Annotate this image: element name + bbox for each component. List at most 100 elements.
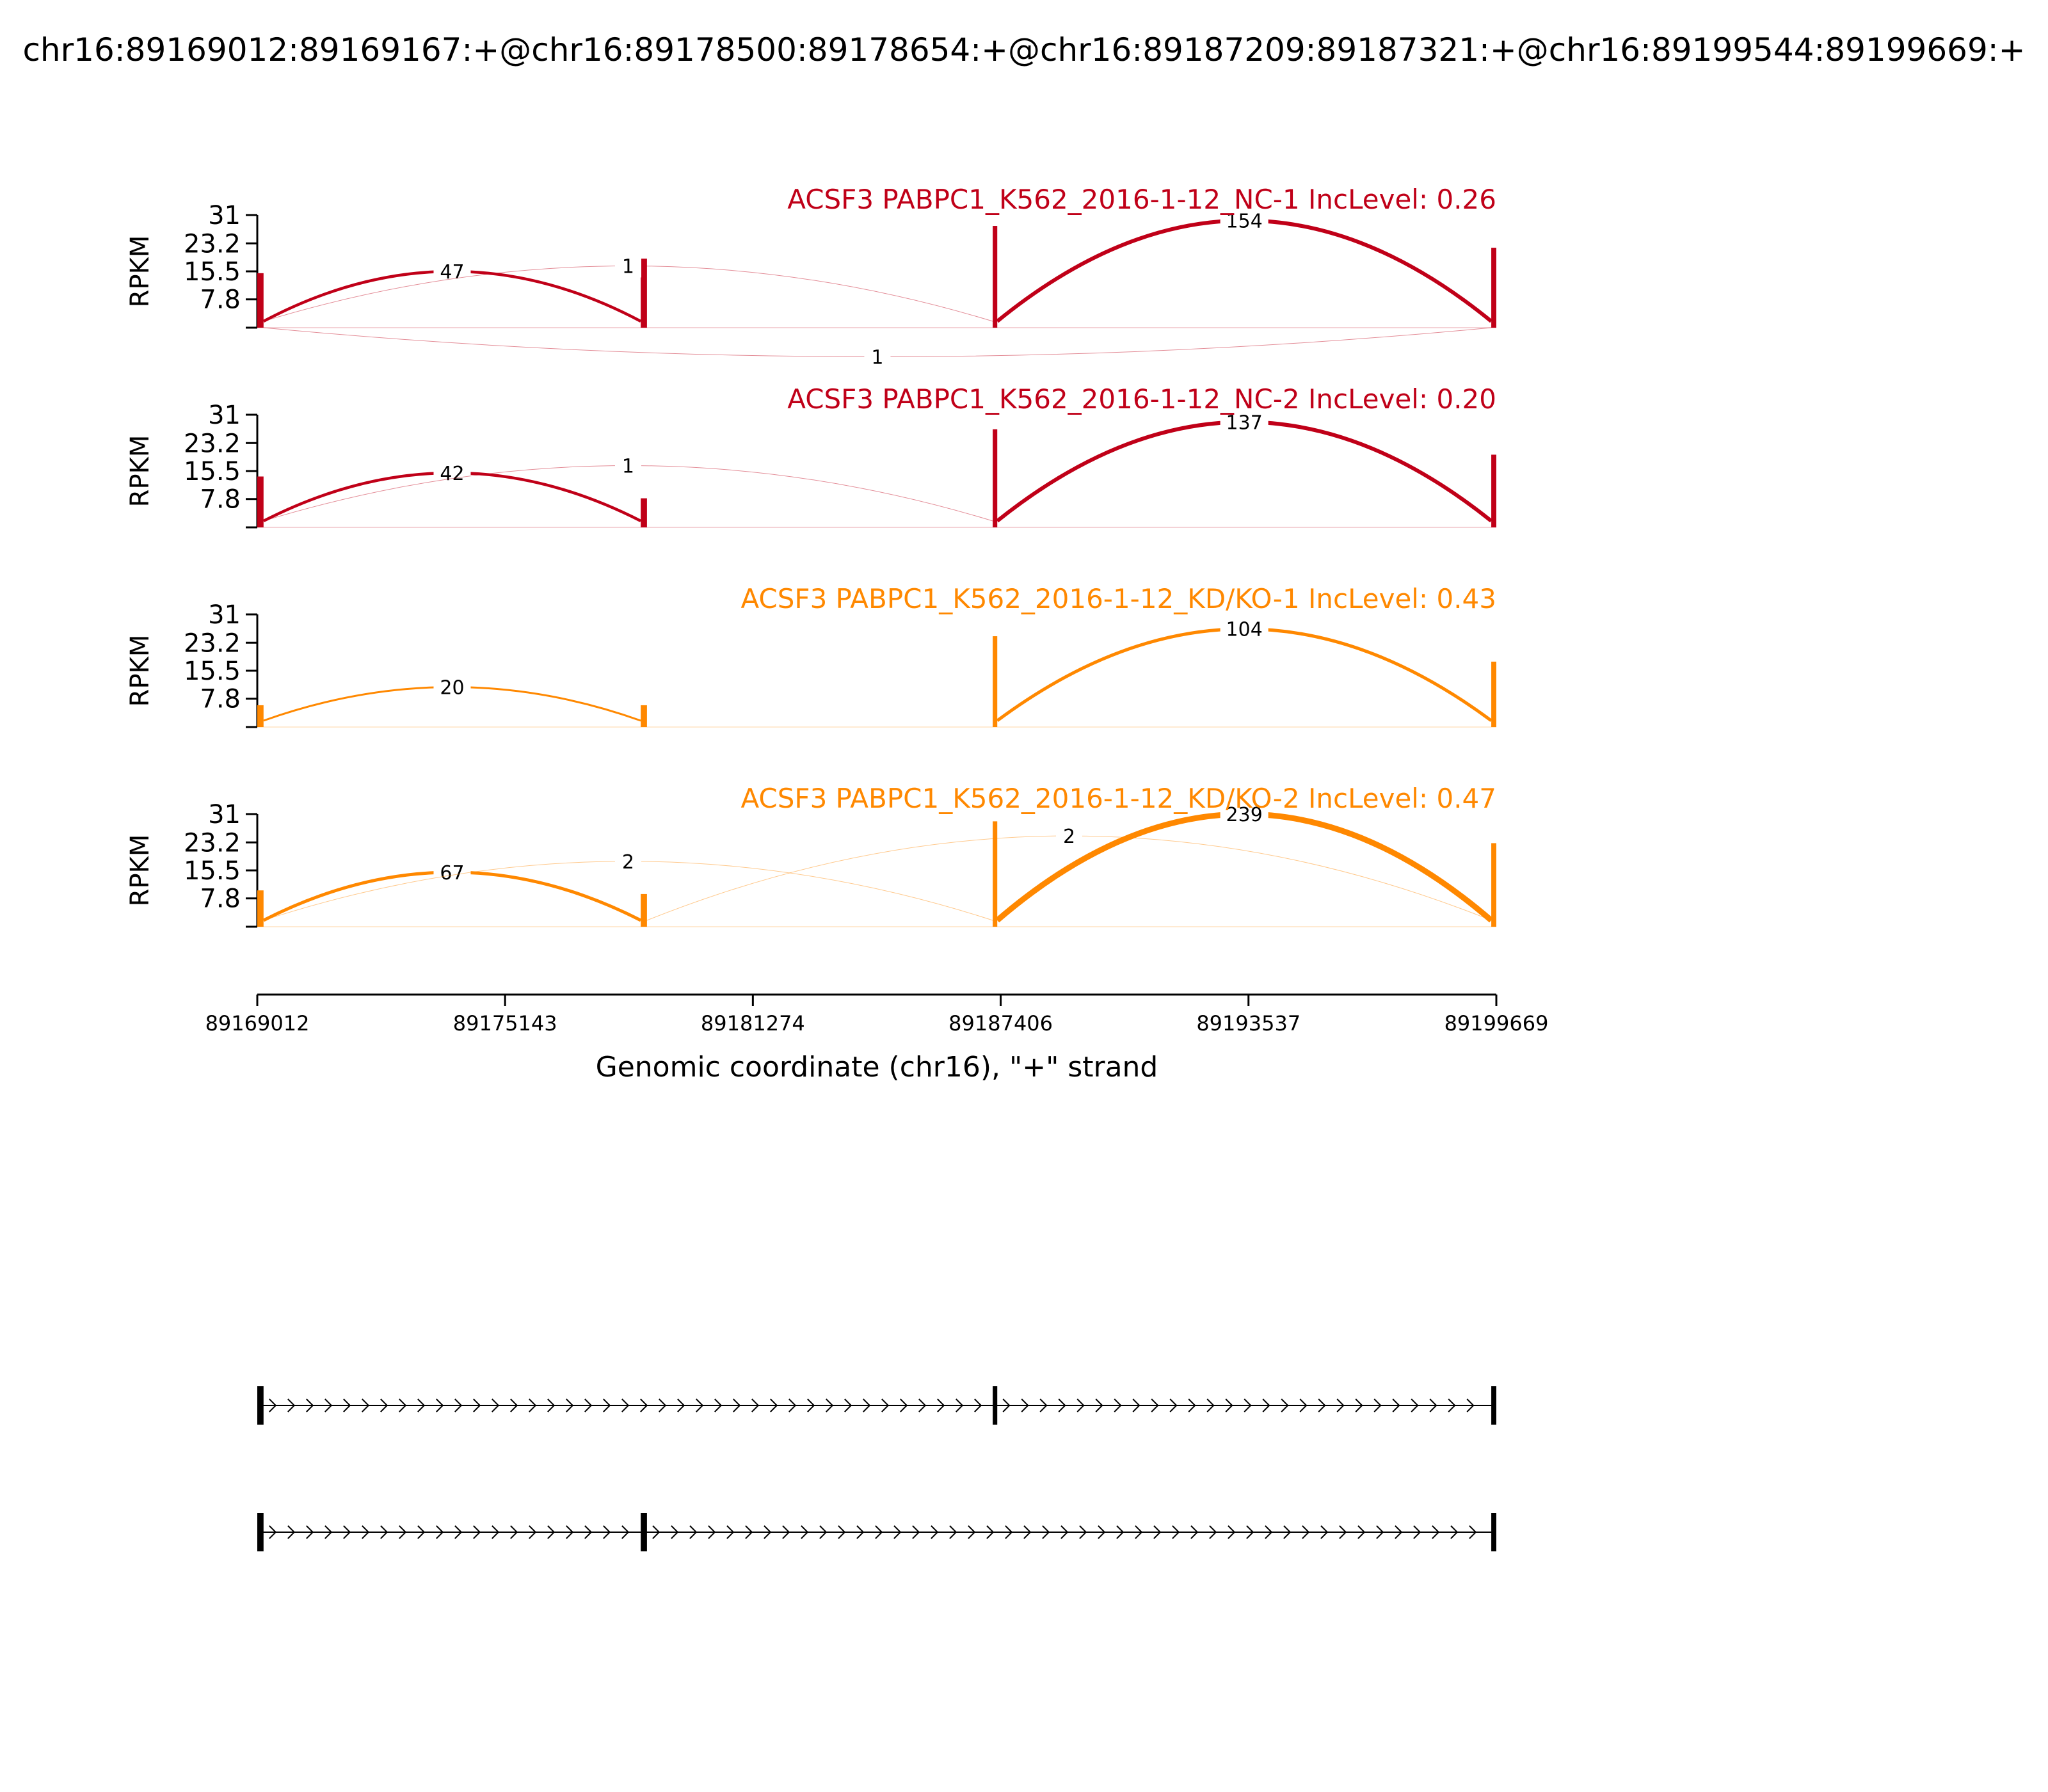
y-tick-label: 7.8 — [200, 285, 241, 315]
sample-title: ACSF3 PABPC1_K562_2016-1-12_NC-1 IncLeve… — [787, 184, 1496, 215]
strand-arrow — [566, 1398, 574, 1412]
strand-arrow — [1299, 1398, 1308, 1412]
strand-arrow — [863, 1398, 871, 1412]
strand-arrow — [764, 1525, 772, 1539]
exon-block — [1491, 1386, 1496, 1425]
strand-arrow — [733, 1398, 741, 1412]
strand-arrow — [1357, 1525, 1366, 1539]
strand-arrow — [492, 1525, 500, 1539]
strand-arrow — [380, 1525, 388, 1539]
strand-arrow — [659, 1398, 667, 1412]
exon-coverage — [641, 498, 647, 527]
exon-coverage — [257, 273, 264, 328]
strand-arrow — [788, 1398, 797, 1412]
exon-block — [257, 1513, 264, 1551]
x-axis-label: Genomic coordinate (chr16), "+" strand — [596, 1051, 1158, 1084]
strand-arrow — [974, 1398, 982, 1412]
strand-arrow — [1246, 1525, 1254, 1539]
junction-label-bg — [614, 254, 641, 278]
exon-coverage — [1491, 661, 1496, 727]
strand-arrow — [1116, 1525, 1124, 1539]
strand-arrow — [1151, 1398, 1159, 1412]
junction-count-label: 2 — [622, 851, 634, 874]
junction-arc — [996, 420, 1492, 523]
strand-arrow — [269, 1525, 277, 1539]
strand-arrow — [1132, 1398, 1140, 1412]
strand-arrow — [603, 1525, 611, 1539]
strand-arrow — [1190, 1525, 1199, 1539]
strand-arrow — [1373, 1398, 1382, 1412]
strand-arrow — [770, 1398, 778, 1412]
junction-arc — [996, 218, 1493, 323]
isoform-track — [257, 1386, 1496, 1551]
strand-arrow — [436, 1398, 444, 1412]
strand-arrow — [856, 1525, 865, 1539]
strand-arrow — [306, 1398, 314, 1412]
sample-title: ACSF3 PABPC1_K562_2016-1-12_KD/KO-2 IncL… — [740, 783, 1496, 814]
junction-count-label: 104 — [1226, 619, 1263, 641]
junction-count-label: 239 — [1226, 804, 1263, 826]
strand-arrow — [1060, 1525, 1069, 1539]
strand-arrow — [931, 1525, 939, 1539]
exon-block — [1491, 1513, 1496, 1551]
strand-arrow — [1114, 1398, 1122, 1412]
strand-arrow — [1225, 1398, 1233, 1412]
strand-arrow — [949, 1525, 957, 1539]
strand-arrow — [1098, 1525, 1106, 1539]
strand-arrow — [1172, 1525, 1180, 1539]
strand-arrow — [324, 1525, 333, 1539]
y-tick-label: 31 — [208, 800, 241, 829]
strand-arrow — [362, 1525, 370, 1539]
strand-arrow — [417, 1525, 426, 1539]
exon-coverage — [257, 705, 264, 727]
exon-coverage — [641, 893, 647, 927]
junction-arc — [996, 627, 1492, 723]
exon-coverage — [1491, 248, 1496, 328]
y-tick-label: 23.2 — [184, 429, 241, 458]
y-tick-label: 7.8 — [200, 685, 241, 714]
strand-arrow — [745, 1525, 753, 1539]
strand-arrow — [510, 1398, 518, 1412]
strand-arrow — [1302, 1525, 1310, 1539]
strand-arrow — [473, 1525, 481, 1539]
y-tick-label: 31 — [208, 201, 241, 230]
y-tick-label: 7.8 — [200, 485, 241, 515]
x-tick-label: 89181274 — [701, 1011, 805, 1036]
strand-arrow — [380, 1398, 388, 1412]
exon-block — [641, 1513, 647, 1551]
exon-coverage — [993, 821, 998, 927]
strand-arrow — [1318, 1398, 1326, 1412]
strand-arrow — [900, 1398, 908, 1412]
sample-title: ACSF3 PABPC1_K562_2016-1-12_NC-2 IncLeve… — [787, 383, 1496, 415]
strand-arrow — [510, 1525, 518, 1539]
strand-arrow — [1283, 1525, 1292, 1539]
strand-arrow — [1448, 1398, 1456, 1412]
strand-arrow — [306, 1525, 314, 1539]
strand-arrow — [1395, 1525, 1403, 1539]
page-title: chr16:89169012:89169167:+@chr16:89178500… — [22, 31, 2025, 68]
strand-arrow — [1002, 1398, 1011, 1412]
strand-arrow — [1336, 1398, 1345, 1412]
strand-arrow — [801, 1525, 809, 1539]
strand-arrow — [640, 1398, 648, 1412]
strand-arrow — [807, 1398, 815, 1412]
y-tick-label: 31 — [208, 600, 241, 630]
exon-block — [993, 1386, 998, 1425]
strand-arrow — [492, 1398, 500, 1412]
strand-arrow — [454, 1398, 463, 1412]
strand-arrow — [1023, 1525, 1032, 1539]
strand-arrow — [956, 1398, 964, 1412]
strand-arrow — [1376, 1525, 1384, 1539]
x-tick-label: 89199669 — [1444, 1011, 1549, 1036]
strand-arrow — [343, 1525, 351, 1539]
strand-arrow — [844, 1398, 852, 1412]
strand-arrow — [1039, 1398, 1048, 1412]
strand-arrow — [584, 1398, 593, 1412]
strand-arrow — [819, 1525, 828, 1539]
strand-arrow — [269, 1398, 277, 1412]
strand-arrow — [566, 1525, 574, 1539]
junction-count-label: 42 — [440, 463, 464, 485]
strand-arrow — [529, 1398, 537, 1412]
y-axis-label: RPKM — [125, 635, 155, 707]
